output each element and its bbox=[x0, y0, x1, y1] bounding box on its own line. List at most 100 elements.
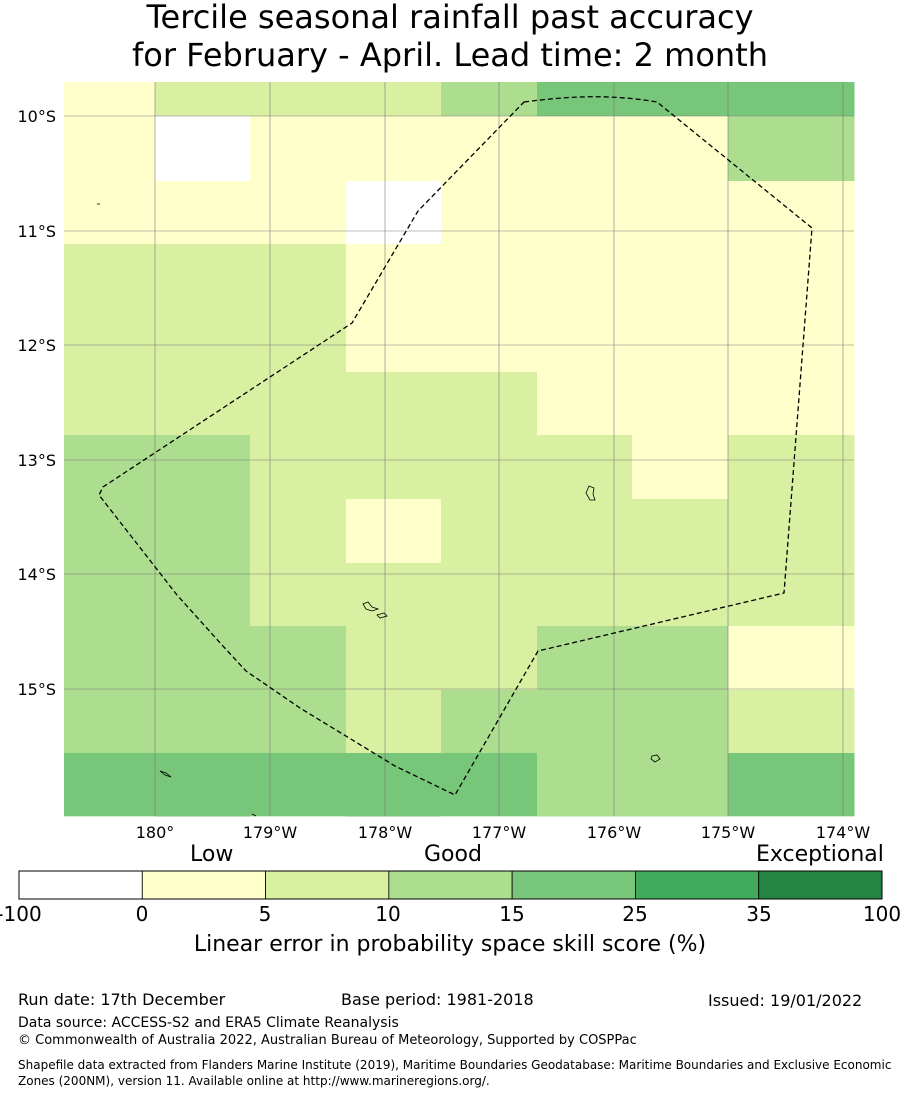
skill-cell bbox=[250, 435, 347, 500]
skill-cell bbox=[728, 626, 824, 691]
colorbar-segment bbox=[265, 870, 390, 900]
latitude-label: 10°S bbox=[17, 107, 56, 126]
skill-cell bbox=[441, 244, 538, 309]
skill-cell bbox=[346, 499, 442, 564]
copyright: © Commonwealth of Australia 2022, Austra… bbox=[18, 1033, 637, 1048]
skill-cell bbox=[823, 563, 855, 627]
skill-cell bbox=[250, 753, 347, 816]
skill-cell bbox=[155, 244, 251, 309]
skill-cell bbox=[64, 435, 156, 500]
skill-cell bbox=[155, 563, 251, 627]
skill-cell bbox=[64, 116, 156, 182]
skill-cell bbox=[632, 753, 729, 816]
skill-cell bbox=[823, 308, 855, 373]
skill-cell bbox=[441, 690, 538, 754]
colorbar-tick: 5 bbox=[258, 902, 272, 926]
skill-cell bbox=[250, 372, 347, 436]
colorbar-tick: 15 bbox=[499, 902, 525, 926]
skill-cell bbox=[441, 499, 538, 564]
longitude-label: 174°W bbox=[816, 823, 871, 842]
colorbar bbox=[18, 870, 883, 900]
skill-cell bbox=[346, 372, 442, 436]
issued-date: Issued: 19/01/2022 bbox=[708, 991, 863, 1010]
latitude-label: 15°S bbox=[17, 680, 56, 699]
skill-cell bbox=[728, 499, 824, 564]
skill-cell bbox=[728, 435, 824, 500]
latitude-label: 12°S bbox=[17, 336, 56, 355]
skill-cell bbox=[537, 308, 633, 373]
skill-cell bbox=[537, 372, 633, 436]
skill-cell bbox=[537, 499, 633, 564]
run-date: Run date: 17th December bbox=[18, 990, 226, 1009]
latitude-label: 14°S bbox=[17, 565, 56, 584]
longitude-label: 178°W bbox=[358, 823, 413, 842]
skill-cell bbox=[155, 116, 251, 182]
skill-cell bbox=[823, 690, 855, 754]
skill-cell bbox=[441, 82, 538, 117]
skill-cell bbox=[346, 244, 442, 309]
skill-cell bbox=[632, 116, 729, 182]
skill-cell bbox=[823, 435, 855, 500]
colorbar-tick: 25 bbox=[622, 902, 648, 926]
colorbar-caption: Linear error in probability space skill … bbox=[193, 932, 707, 957]
skill-cell bbox=[632, 499, 729, 564]
skill-cell bbox=[537, 116, 633, 182]
skill-cell bbox=[64, 753, 156, 816]
skill-cell bbox=[155, 626, 251, 691]
skill-cell bbox=[537, 626, 633, 691]
colorbar-outline bbox=[18, 870, 883, 900]
base-period: Base period: 1981-2018 bbox=[341, 990, 534, 1009]
colorbar-tick: 10 bbox=[375, 902, 401, 926]
island-outline bbox=[159, 770, 172, 778]
longitude-label: 180° bbox=[136, 823, 175, 842]
longitude-label: 179°W bbox=[243, 823, 298, 842]
skill-cell bbox=[155, 82, 251, 117]
colorbar-tick: 0 bbox=[135, 902, 149, 926]
skill-cell bbox=[64, 563, 156, 627]
longitude-label: 176°W bbox=[587, 823, 642, 842]
skill-cell bbox=[823, 244, 855, 309]
skill-cell bbox=[537, 753, 633, 816]
skill-cell bbox=[250, 116, 347, 182]
skill-cell bbox=[537, 435, 633, 500]
colorbar-segment bbox=[388, 870, 513, 900]
skill-cell bbox=[728, 690, 824, 754]
skill-cell bbox=[346, 116, 442, 182]
skill-cell bbox=[823, 181, 855, 245]
skill-cell bbox=[823, 116, 855, 182]
skill-cell bbox=[346, 181, 442, 245]
island-outline bbox=[251, 813, 257, 817]
shapefile-note: Shapefile data extracted from Flanders M… bbox=[18, 1058, 892, 1088]
skill-cell bbox=[64, 181, 156, 245]
latitude-label: 13°S bbox=[17, 451, 56, 470]
skill-cell bbox=[441, 753, 538, 816]
skill-cell bbox=[537, 181, 633, 245]
skill-cell bbox=[632, 82, 729, 117]
skill-cell bbox=[155, 435, 251, 500]
skill-cell bbox=[64, 308, 156, 373]
colorbar-segment bbox=[758, 870, 883, 900]
skill-cell bbox=[155, 181, 251, 245]
skill-cell bbox=[155, 499, 251, 564]
skill-cell bbox=[250, 244, 347, 309]
skill-cell bbox=[346, 626, 442, 691]
island-outline bbox=[376, 612, 388, 619]
skill-cell bbox=[728, 82, 824, 117]
data-source: Data source: ACCESS-S2 and ERA5 Climate … bbox=[18, 1015, 399, 1031]
skill-cell bbox=[823, 626, 855, 691]
skill-cell bbox=[250, 181, 347, 245]
skill-cell bbox=[346, 435, 442, 500]
latitude-labels: 10°S 11°S 12°S 13°S 14°S 15°S bbox=[17, 107, 56, 699]
skill-cell bbox=[346, 308, 442, 373]
latitude-label: 11°S bbox=[17, 222, 56, 241]
colorbar-label-low: Low bbox=[190, 842, 234, 867]
skill-cell bbox=[537, 244, 633, 309]
colorbar-label-good: Good bbox=[424, 842, 482, 867]
colorbar-tick: 100 bbox=[862, 902, 900, 926]
skill-cell bbox=[728, 372, 824, 436]
skill-cell bbox=[632, 308, 729, 373]
island-outline bbox=[585, 485, 596, 501]
skill-cell bbox=[728, 116, 824, 182]
skill-cell bbox=[346, 753, 442, 816]
